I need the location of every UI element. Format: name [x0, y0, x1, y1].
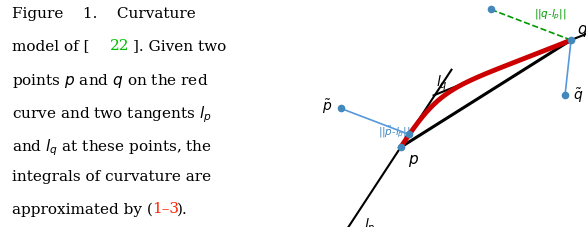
Text: $p$: $p$ [408, 152, 419, 168]
Text: points $p$ and $q$ on the red: points $p$ and $q$ on the red [12, 72, 208, 90]
Text: ).: ). [178, 202, 188, 215]
Text: $l_p$: $l_p$ [363, 215, 375, 227]
Text: $\tilde{p}$: $\tilde{p}$ [322, 97, 332, 116]
Text: curve and two tangents $l_p$: curve and two tangents $l_p$ [12, 104, 212, 125]
Text: approximated by (: approximated by ( [12, 202, 152, 216]
Text: $\tilde{q}$: $\tilde{q}$ [573, 86, 583, 105]
Text: integrals of curvature are: integrals of curvature are [12, 169, 211, 183]
Text: 1–3: 1–3 [152, 202, 179, 215]
Text: Figure    1.    Curvature: Figure 1. Curvature [12, 7, 196, 21]
Text: $||\tilde{p}$-$l_p||$: $||\tilde{p}$-$l_p||$ [378, 124, 411, 140]
Text: ]. Given two: ]. Given two [134, 39, 227, 53]
Text: $q$: $q$ [577, 23, 586, 39]
Text: $||q$-$l_p||$: $||q$-$l_p||$ [534, 8, 567, 22]
Text: 22: 22 [110, 39, 130, 53]
Text: and $l_q$ at these points, the: and $l_q$ at these points, the [12, 137, 212, 157]
Text: $l_q$: $l_q$ [437, 74, 448, 93]
Text: model of [: model of [ [12, 39, 89, 53]
